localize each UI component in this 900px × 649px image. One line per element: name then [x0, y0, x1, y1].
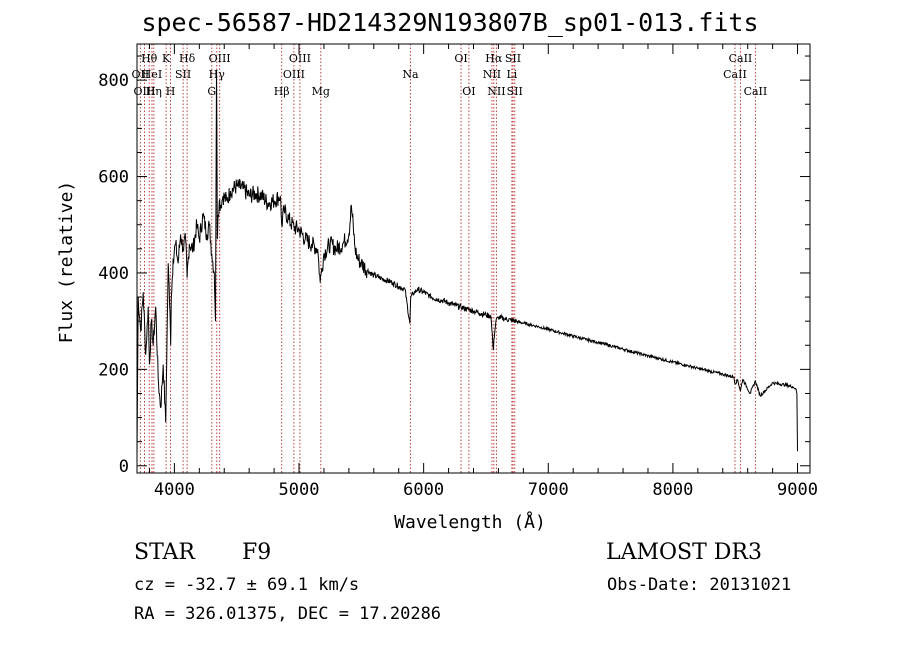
y-axis-label: Flux (relative) — [56, 181, 77, 344]
spectral-line-label: NII — [487, 85, 505, 98]
survey-name: LAMOST DR3 — [606, 540, 762, 565]
spectral-line-label: Li — [506, 68, 517, 81]
spectral-line-label: Hθ — [141, 52, 158, 65]
spectral-line-label: Na — [402, 68, 419, 81]
x-tick-label: 7000 — [528, 480, 569, 500]
spectral-line-label: Hβ — [274, 85, 290, 98]
x-tick-label: 8000 — [652, 480, 693, 500]
spectral-line-label: Mg — [312, 85, 330, 98]
observation-date: Obs-Date: 20131021 — [607, 575, 792, 595]
spectral-line-label: CaII — [729, 52, 753, 65]
spectral-line-label: Hδ — [179, 52, 196, 65]
spectral-line-label: OI — [462, 85, 475, 98]
object-subclass: F9 — [242, 540, 272, 565]
spectral-line-label: OIII — [283, 68, 305, 81]
spectral-line-label: OI — [454, 52, 467, 65]
plot-frame — [136, 43, 811, 474]
y-tick-label: 600 — [98, 168, 129, 188]
x-tick-label: 4000 — [154, 480, 195, 500]
spectral-line-label: OII — [132, 68, 150, 81]
x-tick-label: 9000 — [777, 480, 818, 500]
spectral-line-label: HeI — [142, 68, 162, 81]
spectral-line-label: OIII — [133, 85, 155, 98]
spectrum-series-line — [136, 70, 798, 457]
spectral-line-label: CaII — [744, 85, 768, 98]
coordinates: RA = 326.01375, DEC = 17.20286 — [134, 604, 442, 624]
spectral-line-label: SII — [505, 52, 521, 65]
spectral-line-label: OIII — [209, 52, 231, 65]
x-axis-label: Wavelength (Å) — [394, 511, 546, 533]
y-tick-label: 0 — [119, 457, 129, 477]
spectral-line-label: H — [166, 85, 176, 98]
spectral-line-label: NII — [483, 68, 501, 81]
spectral-line-label: SII — [175, 68, 191, 81]
x-tick-label: 5000 — [279, 480, 320, 500]
object-class: STAR — [134, 540, 195, 565]
chart-title: spec-56587-HD214329N193807B_sp01-013.fit… — [141, 8, 759, 37]
spectral-line-label: CaII — [723, 68, 747, 81]
spectral-line-label: G — [207, 85, 216, 98]
x-tick-label: 6000 — [403, 480, 444, 500]
y-tick-label: 800 — [98, 71, 129, 91]
y-tick-label: 400 — [98, 264, 129, 284]
spectral-line-label: Hη — [146, 85, 162, 98]
redshift-velocity: cz = -32.7 ± 69.1 km/s — [134, 575, 360, 595]
y-tick-label: 200 — [98, 360, 129, 380]
spectral-line-label: SII — [507, 85, 523, 98]
spectral-line-label: K — [162, 52, 171, 65]
spectral-line-label: Hα — [485, 52, 503, 65]
spectral-line-label: OIII — [289, 52, 311, 65]
